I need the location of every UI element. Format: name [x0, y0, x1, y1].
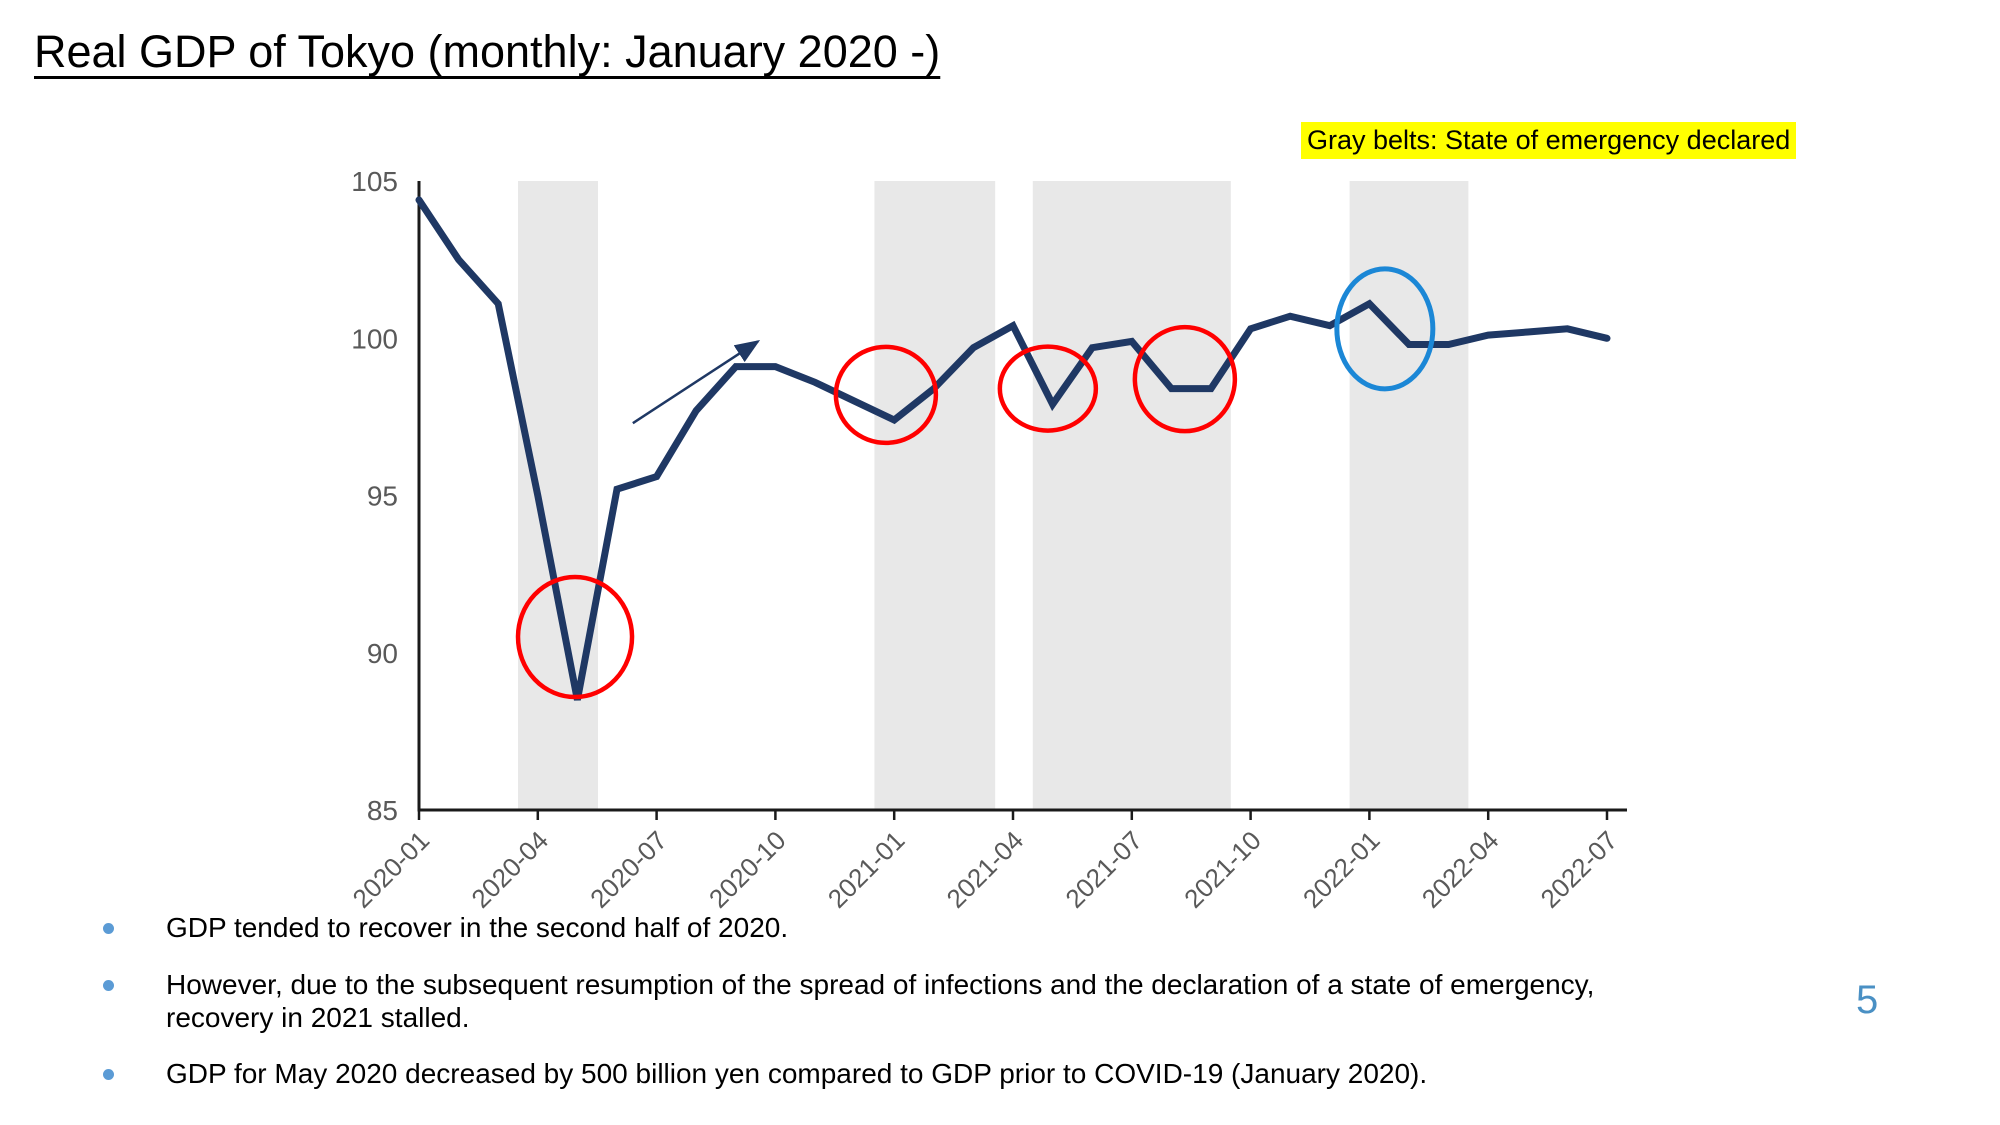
x-tick-label: 2021-10: [1178, 825, 1267, 914]
x-tick-label: 2021-01: [822, 825, 911, 914]
bullet-icon: [103, 923, 114, 934]
y-tick-label: 105: [351, 166, 398, 197]
state-of-emergency-band: [518, 181, 598, 810]
state-of-emergency-band: [874, 181, 996, 810]
state-of-emergency-band: [1032, 181, 1231, 810]
trend-arrow: [632, 340, 761, 425]
bullet-item: GDP for May 2020 decreased by 500 billio…: [85, 1058, 1595, 1091]
x-tick-label: 2020-07: [584, 825, 673, 914]
red-emphasis-circle-jan-2021-dip: [833, 344, 939, 446]
page-title: Real GDP of Tokyo (monthly: January 2020…: [34, 26, 941, 77]
x-tick-label: 2020-04: [465, 825, 554, 914]
x-tick-label: 2020-01: [347, 825, 436, 914]
y-tick-label: 95: [367, 481, 398, 512]
y-tick-label: 90: [367, 638, 398, 669]
bullet-list: GDP tended to recover in the second half…: [85, 912, 1595, 1115]
y-tick-label: 85: [367, 795, 398, 826]
x-tick-label: 2021-04: [941, 825, 1030, 914]
bullet-item: GDP tended to recover in the second half…: [85, 912, 1595, 945]
bullet-icon: [103, 1069, 114, 1081]
bullet-icon: [103, 979, 114, 991]
page-number: 5: [1856, 978, 1879, 1022]
red-emphasis-circle-may-2021-dip: [997, 344, 1099, 433]
x-tick-label: 2021-07: [1059, 825, 1148, 914]
red-emphasis-circle-aug-sep-2021-dip: [1132, 324, 1238, 434]
gdp-line: [415, 196, 1611, 701]
red-emphasis-circle-may-2020-trough: [515, 574, 635, 700]
bullet-text: GDP tended to recover in the second half…: [166, 912, 789, 943]
x-tick-label: 2022-01: [1297, 825, 1386, 914]
blue-emphasis-circle-jan-2022-peak: [1334, 266, 1436, 392]
bullet-text: However, due to the subsequent resumptio…: [166, 968, 1595, 1033]
x-tick-label: 2020-10: [703, 825, 792, 914]
emergency-note: Gray belts: State of emergency declared: [1301, 122, 1797, 160]
state-of-emergency-band: [1349, 181, 1469, 810]
bullet-item: However, due to the subsequent resumptio…: [85, 969, 1595, 1035]
x-tick-label: 2022-04: [1416, 825, 1505, 914]
bullet-text: GDP for May 2020 decreased by 500 billio…: [166, 1058, 1428, 1090]
x-tick-label: 2022-07: [1535, 825, 1624, 914]
y-tick-label: 100: [351, 323, 398, 354]
